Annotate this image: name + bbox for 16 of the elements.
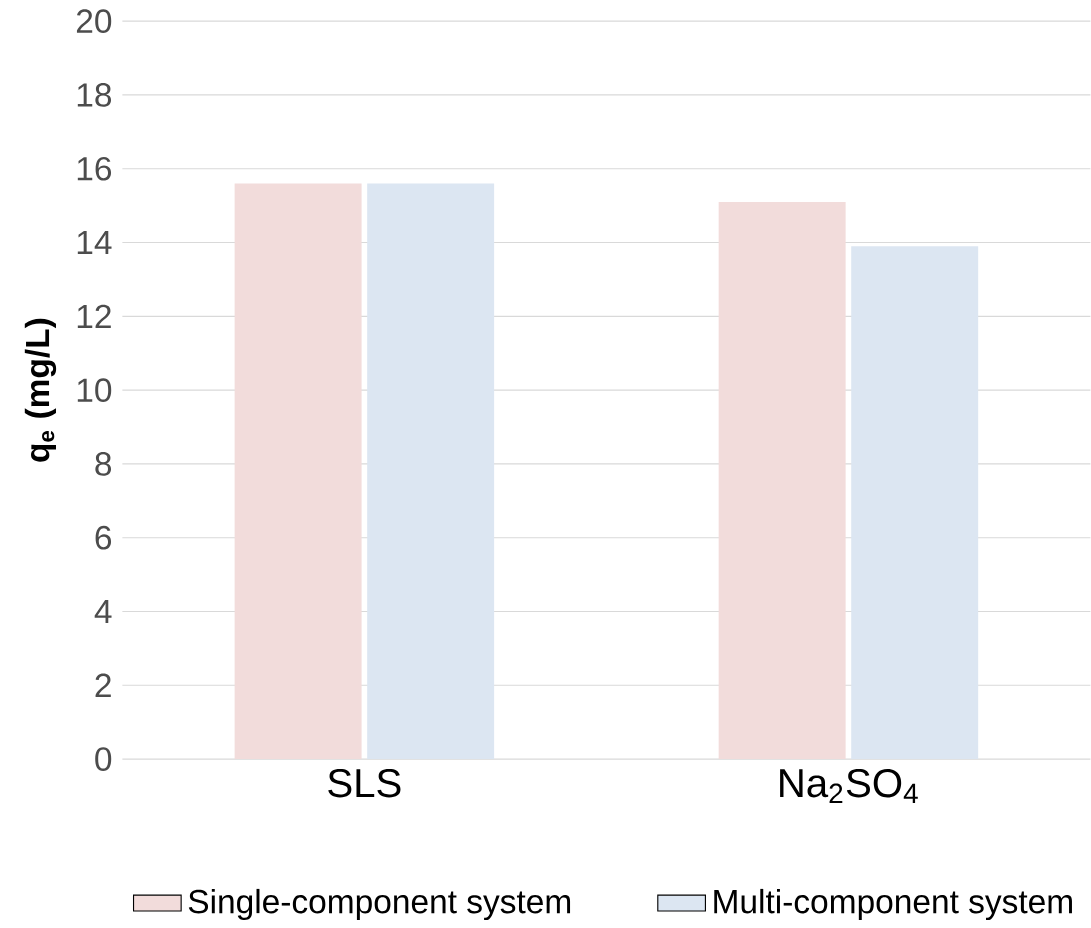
y-tick-label: 8: [95, 451, 112, 476]
legend-label: Multi-component system: [714, 888, 1072, 920]
y-tick-label: 14: [77, 230, 112, 254]
y-tick-label: 16: [77, 156, 112, 181]
x-tick-label: SLS: [328, 768, 401, 798]
y-tick-label: 0: [95, 747, 112, 771]
y-tick-label: 4: [94, 599, 112, 623]
x-tick-label: Na$_{2}$SO$_{4}$: [780, 768, 918, 803]
y-axis-title: q$_{e}$ (mg/L): [24, 318, 57, 462]
y-tick-label: 20: [76, 9, 112, 33]
y-tick-label: 18: [77, 82, 112, 107]
legend-label: Single-component system: [188, 888, 571, 920]
y-tick-label: 2: [95, 673, 111, 697]
y-tick-label: 6: [95, 525, 112, 550]
y-tick-label: 12: [77, 304, 111, 328]
y-tick-label: 10: [77, 378, 112, 402]
